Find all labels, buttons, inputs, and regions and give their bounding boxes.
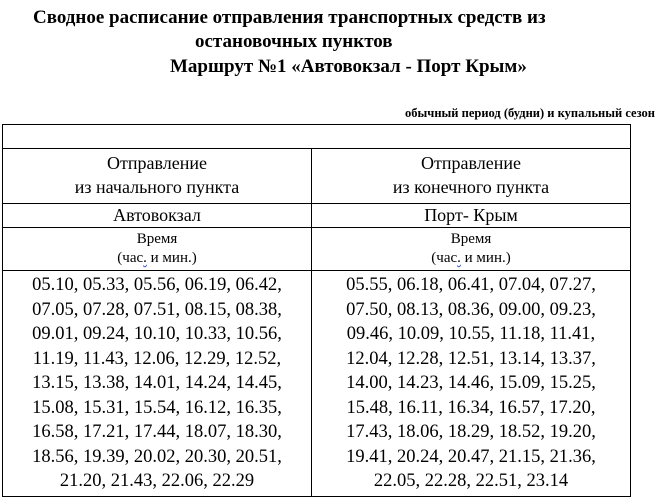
- time-line: 09.46, 10.09, 10.55, 11.18, 11.41,: [346, 324, 596, 344]
- header-text: из начального пункта: [74, 177, 240, 197]
- time-line: 11.19, 11.43, 12.06, 12.29, 12.52,: [32, 348, 282, 369]
- time-line: 16.58, 17.21, 17.44, 18.07, 18.30,: [32, 422, 282, 442]
- time-line: 22.05, 22.28, 22.51, 23.14: [373, 471, 569, 491]
- station-row: Автовокзал Порт- Крым: [2, 203, 631, 228]
- time-label-end: Время (час. и мин.): [311, 227, 631, 271]
- time-label: Время: [450, 231, 492, 247]
- time-line: 15.48, 16.11, 16.34, 16.57, 17.20,: [346, 397, 596, 418]
- time-unit: (час. и мин.): [431, 250, 511, 266]
- time-label-start: Время (час. и мин.): [2, 227, 312, 271]
- time-line: 19.41, 20.24, 20.47, 21.15, 21.36,: [346, 446, 596, 467]
- header-end: Отправление из конечного пункта: [311, 148, 631, 204]
- station-end: Порт- Крым: [311, 203, 631, 228]
- times-row: 05.10, 05.33, 05.56, 06.19, 06.42, 07.05…: [2, 270, 631, 497]
- times-end: 05.55, 06.18, 06.41, 07.04, 07.27, 07.50…: [311, 270, 631, 497]
- time-line: 05.55, 06.18, 06.41, 07.04, 07.27,: [346, 275, 596, 295]
- period-subtitle: обычный период (будни) и купальный сезон: [405, 106, 655, 120]
- time-label-row: Время (час. и мин.) Время (час. и мин.): [2, 227, 631, 271]
- time-line: 15.08, 15.31, 15.54, 16.12, 16.35,: [32, 397, 282, 418]
- empty-row: [2, 124, 631, 149]
- schedule-table: Отправление из начального пункта Отправле…: [2, 124, 631, 497]
- route-title: Маршрут №1 «Автовокзал - Порт Крым»: [170, 56, 527, 77]
- time-line: 21.20, 21.43, 22.06, 22.29: [59, 471, 255, 491]
- time-line: 14.00, 14.23, 14.46, 15.09, 15.25,: [346, 373, 596, 393]
- time-line: 18.56, 19.39, 20.02, 20.30, 20.51,: [32, 446, 282, 467]
- time-line: 13.15, 13.38, 14.01, 14.24, 14.45,: [32, 373, 282, 393]
- time-line: 05.10, 05.33, 05.56, 06.19, 06.42,: [32, 275, 282, 295]
- time-unit: (час. и мин.): [117, 250, 197, 266]
- header-text: Отправление: [107, 153, 207, 173]
- time-line: 07.05, 07.28, 07.51, 08.15, 08.38,: [32, 299, 282, 320]
- header-row: Отправление из начального пункта Отправле…: [2, 148, 631, 204]
- title-line-2: остановочных пунктов: [195, 31, 393, 52]
- time-line: 17.43, 18.06, 18.29, 18.52, 19.20,: [346, 422, 596, 442]
- time-line: 09.01, 09.24, 10.10, 10.33, 10.56,: [32, 324, 282, 344]
- station-start: Автовокзал: [2, 203, 312, 228]
- header-start: Отправление из начального пункта: [2, 148, 312, 204]
- time-line: 07.50, 08.13, 08.36, 09.00, 09.23,: [346, 299, 596, 320]
- header-text: из конечного пункта: [392, 177, 550, 197]
- times-start: 05.10, 05.33, 05.56, 06.19, 06.42, 07.05…: [2, 270, 312, 497]
- time-line: 12.04, 12.28, 12.51, 13.14, 13.37,: [346, 348, 596, 369]
- title-line-1: Сводное расписание отправления транспорт…: [33, 7, 546, 28]
- header-text: Отправление: [421, 153, 521, 173]
- time-label: Время: [136, 231, 178, 247]
